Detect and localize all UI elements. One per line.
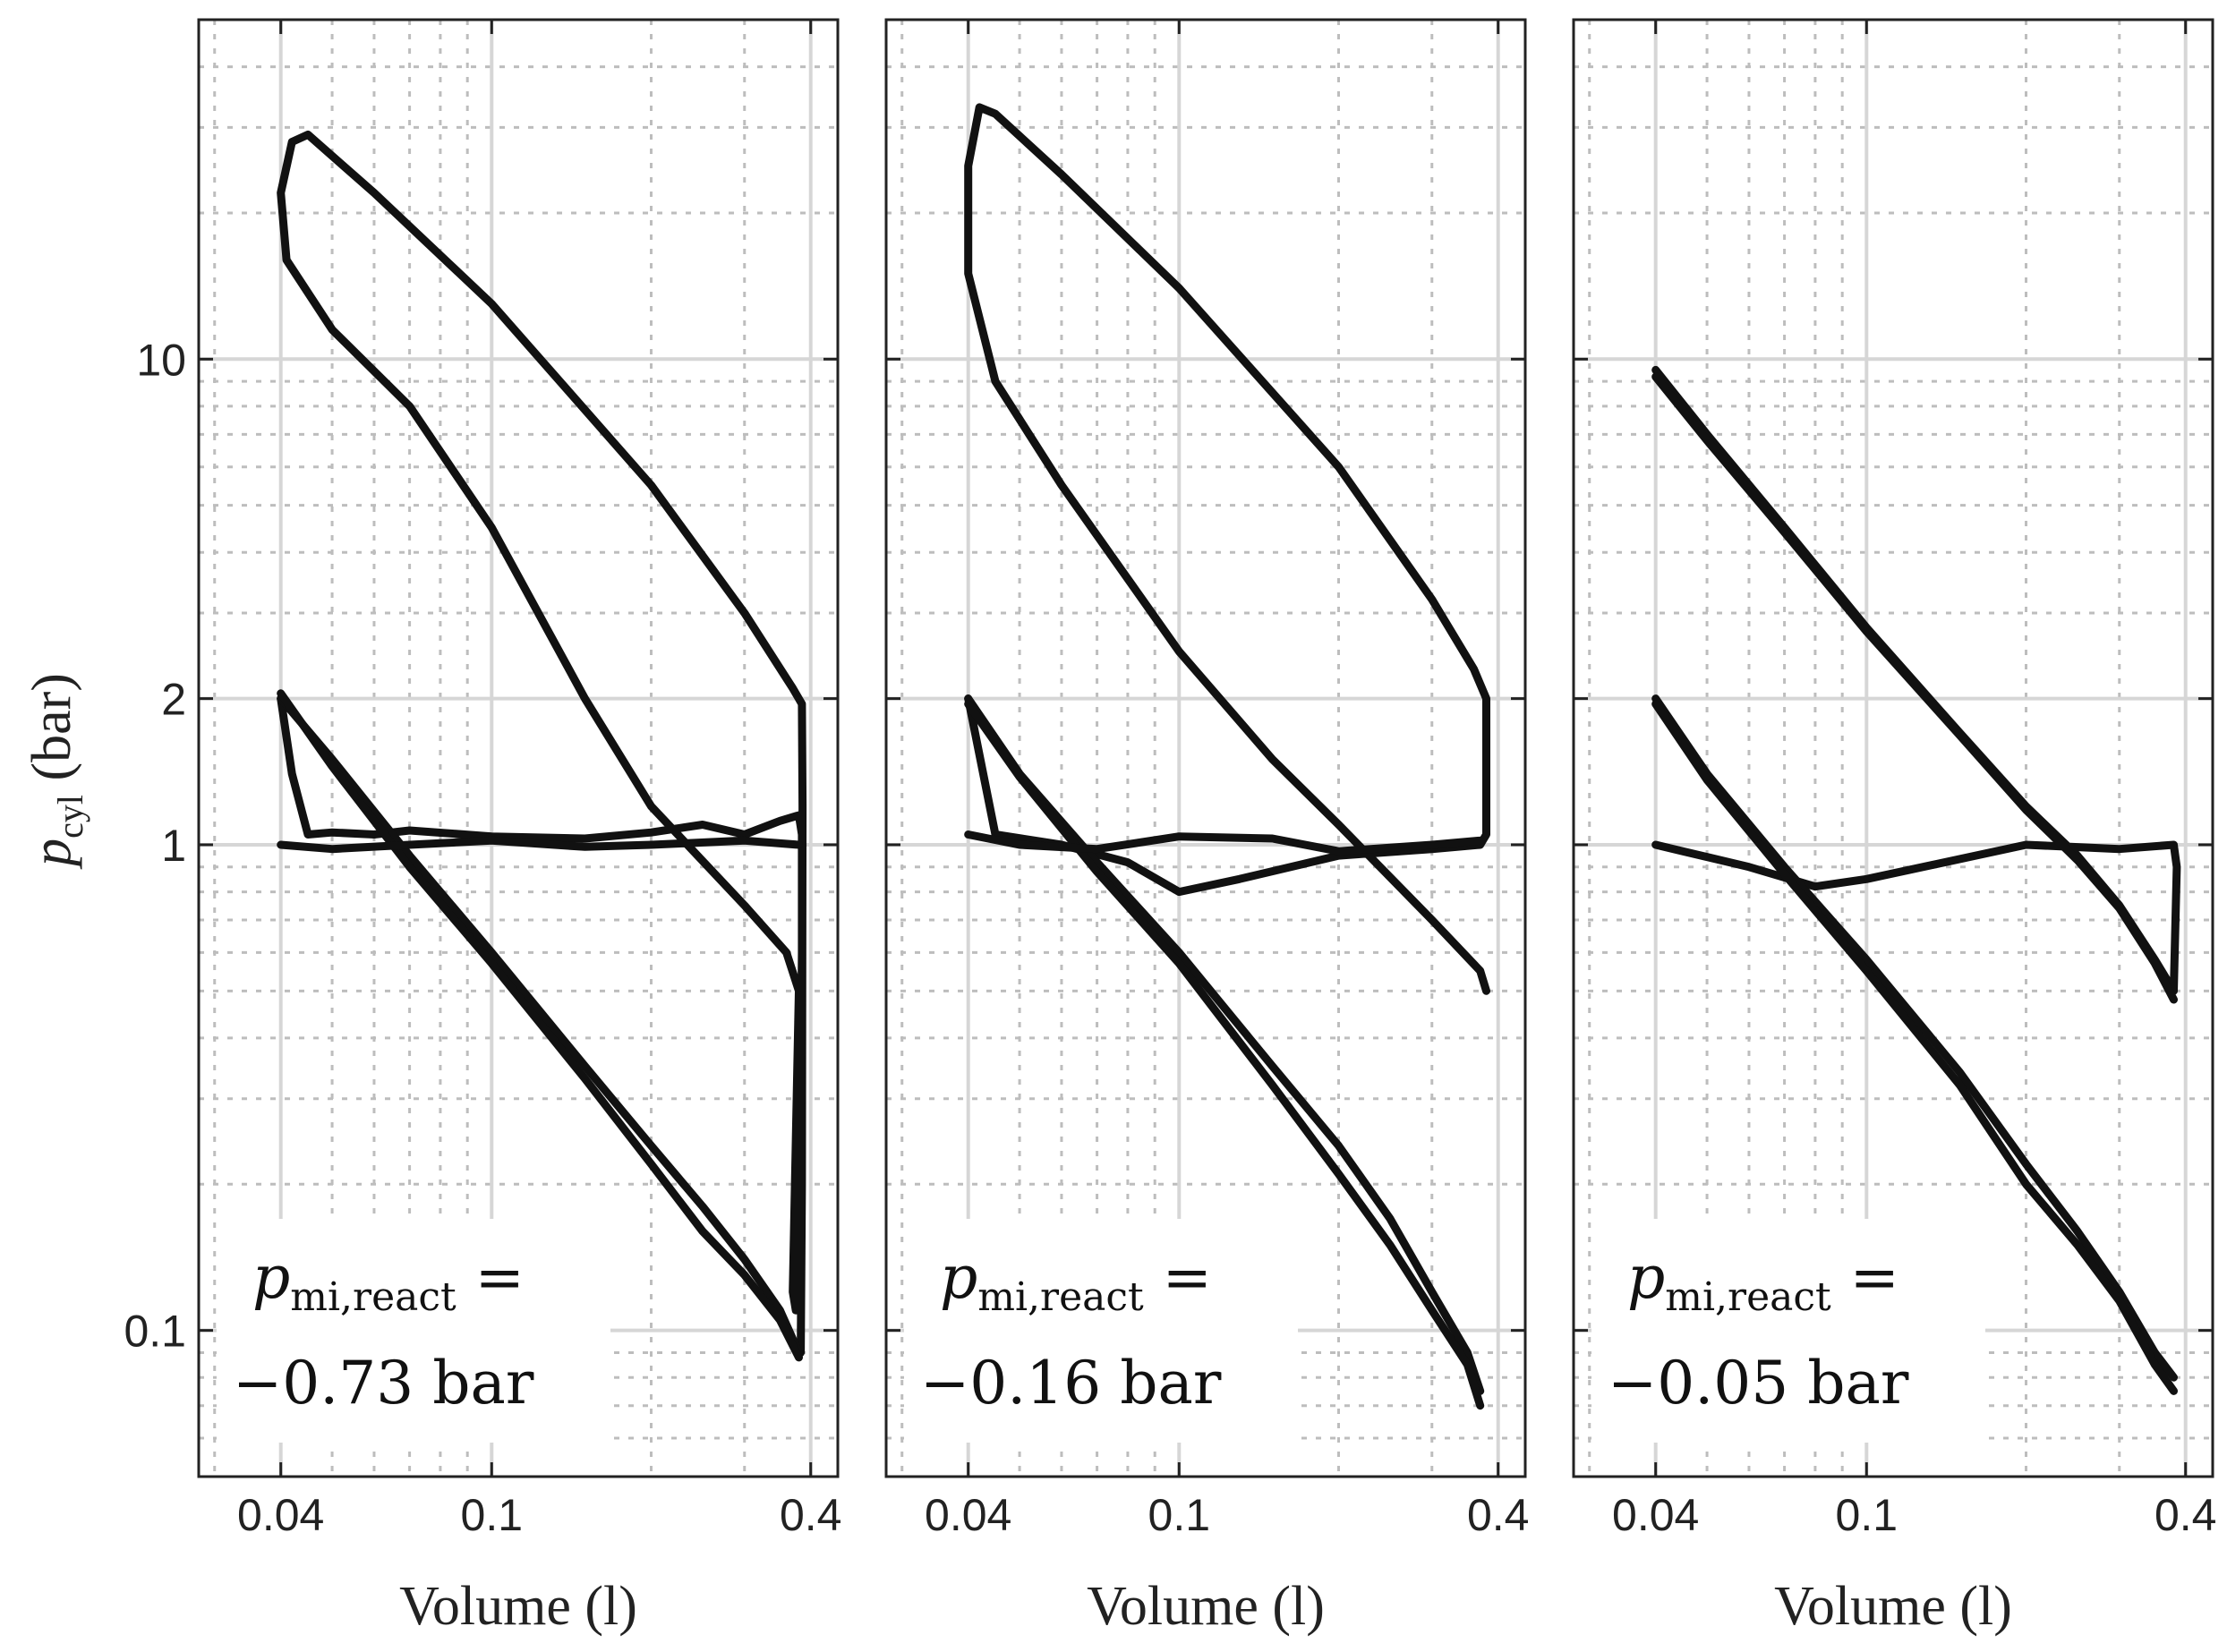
panel-3-series-3: [1651, 694, 2178, 1382]
panel-3-ticks: 0.04 0.1 0.4: [1574, 20, 2216, 1540]
panel-1-x-axis-title: Volume (l): [399, 1576, 637, 1637]
panel-2-frame: [884, 18, 1527, 1478]
panel-1-annotation-subscript: mi,react: [290, 1274, 456, 1320]
panel-2-series-3: [964, 700, 1485, 1410]
panel-2-x-axis-title: Volume (l): [1087, 1576, 1325, 1637]
panel-3-annotation-symbol: p: [1627, 1243, 1665, 1312]
panel-1-y-tick-label: 1: [161, 821, 186, 871]
panel-1-y-tick-label: 0.1: [124, 1307, 186, 1357]
panel-1-annotation-bg: [217, 1219, 610, 1443]
panel-3-x-tick-label: 0.1: [1836, 1490, 1898, 1540]
panel-3-annotation: pmi,react = −0.05 bar: [1591, 1219, 1985, 1443]
panel-3-series-2: [1651, 372, 2178, 1004]
panel-1-annotation-value: −0.73 bar: [233, 1349, 534, 1418]
panel-2-annotation-subscript: mi,react: [977, 1274, 1144, 1320]
panel-1-annotation-symbol: p: [252, 1243, 290, 1312]
panel-3-annotation-bg: [1591, 1219, 1985, 1443]
panel-2-series-1: [964, 103, 1490, 995]
panel-2-ticks: 0.04 0.1 0.4: [886, 20, 1529, 1540]
panel-1-x-tick-label: 0.1: [461, 1490, 524, 1540]
panel-3-annotation-value: −0.05 bar: [1608, 1349, 1909, 1418]
panel-1-ticks: 0.04 0.1 0.4 0.1 1 2 10: [124, 20, 841, 1540]
panel-2-annotation: pmi,react = −0.16 bar: [904, 1219, 1298, 1443]
panel-3-annotation-equals: =: [1831, 1243, 1899, 1312]
y-axis-title-main: p: [21, 839, 82, 870]
panel-2-x-tick-label: 0.04: [925, 1490, 1011, 1540]
panel-2-x-tick-label: 0.1: [1148, 1490, 1211, 1540]
panel-1: pmi,react = −0.73 bar 0.04 0.1 0.40.11210 …: [124, 18, 841, 1637]
panel-1-annotation-equals: =: [456, 1243, 525, 1312]
panel-3-series-4: [1651, 700, 2178, 1395]
panel-1-y-tick-label: 2: [161, 675, 186, 725]
panel-2: pmi,react = −0.16 bar 0.04 0.1 0.4 Volume …: [884, 18, 1529, 1637]
panel-1-annotation: pmi,react = −0.73 bar: [217, 1219, 610, 1443]
panel-1-frame: [197, 18, 840, 1478]
panel-1-curves: [277, 130, 807, 1362]
panel-3-frame: [1572, 18, 2214, 1478]
panel-3-x-axis-title: Volume (l): [1774, 1576, 2012, 1637]
panel-2-curves: [964, 103, 1490, 1410]
panel-3: pmi,react = −0.05 bar 0.04 0.1 0.4 Volume …: [1572, 18, 2216, 1637]
y-axis-title-unit: (bar): [21, 673, 82, 795]
panel-3-curves: [1651, 365, 2181, 1395]
y-axis-title-sub: cyl: [50, 795, 90, 839]
panel-2-series-4: [964, 830, 1485, 856]
panel-1-x-tick-label: 0.04: [237, 1490, 324, 1540]
panel-3-x-tick-label: 0.04: [1612, 1490, 1699, 1540]
panel-3-x-tick-label: 0.4: [2154, 1490, 2217, 1540]
panel-2-x-tick-label: 0.4: [1467, 1490, 1530, 1540]
panel-1-series-1: [277, 130, 807, 1357]
panel-3-series-1: [1651, 365, 2181, 995]
panel-1-annotation-label: pmi,react =: [252, 1243, 525, 1320]
panel-3-grid: [1574, 20, 2213, 1477]
y-axis-title: pcyl (bar): [21, 673, 90, 870]
panel-1-series-4: [277, 836, 803, 854]
panel-1-series-3: [277, 689, 803, 1362]
panel-1-series-2: [277, 694, 803, 1357]
panel-2-annotation-bg: [904, 1219, 1298, 1443]
panel-1-y-tick-label: 10: [136, 335, 186, 385]
panel-2-annotation-value: −0.16 bar: [920, 1349, 1222, 1418]
panel-2-annotation-label: pmi,react =: [940, 1243, 1212, 1320]
panel-1-x-tick-label: 0.4: [780, 1490, 842, 1540]
panel-3-annotation-subscript: mi,react: [1665, 1274, 1831, 1320]
panel-2-annotation-equals: =: [1144, 1243, 1212, 1312]
panel-2-annotation-symbol: p: [940, 1243, 977, 1312]
panel-1-grid: [199, 20, 838, 1477]
panel-3-annotation-label: pmi,react =: [1627, 1243, 1899, 1320]
